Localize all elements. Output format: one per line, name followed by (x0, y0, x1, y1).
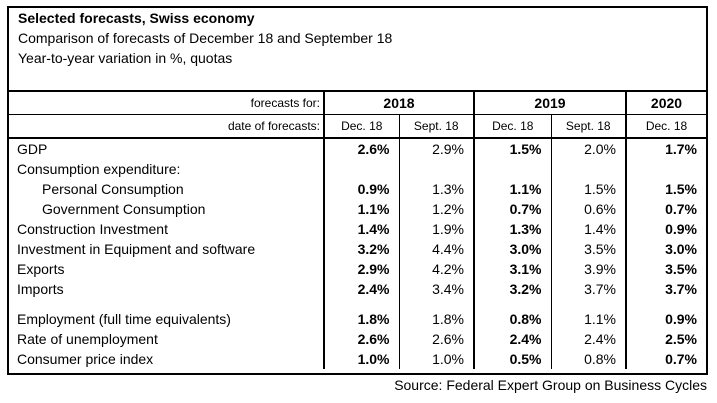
value-cell: 1.4% (550, 219, 626, 239)
value-cell: 0.9% (625, 219, 706, 239)
value-cell: 1.5% (625, 179, 706, 199)
value-cell: 2.6% (323, 137, 399, 159)
value-cell: 3.7% (625, 279, 706, 299)
header-row-dates: date of forecasts: Dec. 18 Sept. 18 Dec.… (9, 114, 706, 138)
table-spacer-row (9, 299, 706, 309)
table-row-personal-consumption: Personal Consumption 0.9% 1.3% 1.1% 1.5%… (9, 179, 706, 199)
value-cell: 1.5% (473, 137, 551, 159)
value-cell: 1.2% (398, 199, 474, 219)
date-header: Dec. 18 (323, 114, 399, 138)
table-row-gdp: GDP 2.6% 2.9% 1.5% 2.0% 1.7% (9, 137, 706, 159)
value-cell: 2.4% (550, 329, 626, 349)
value-cell: 3.2% (323, 239, 399, 259)
value-cell: 2.6% (398, 329, 474, 349)
value-cell: 1.1% (550, 309, 626, 329)
table-row-government-consumption: Government Consumption 1.1% 1.2% 0.7% 0.… (9, 199, 706, 219)
value-cell: 0.9% (323, 179, 399, 199)
forecast-table-frame: Selected forecasts, Swiss economy Compar… (7, 6, 708, 375)
row-label: Consumption expenditure: (17, 161, 181, 177)
value-cell: 0.7% (625, 199, 706, 219)
value-cell: 0.8% (473, 309, 551, 329)
value-cell: 1.0% (323, 349, 399, 369)
value-cell: 2.6% (323, 329, 399, 349)
value-cell: 1.7% (625, 137, 706, 159)
row-label: Government Consumption (42, 201, 206, 217)
value-cell: 3.0% (473, 239, 551, 259)
date-header: Dec. 18 (625, 114, 706, 138)
value-cell: 4.4% (398, 239, 474, 259)
value-cell: 3.5% (625, 259, 706, 279)
row-label: Personal Consumption (42, 181, 184, 197)
forecasts-for-label: forecasts for: (9, 90, 324, 115)
value-cell: 1.0% (398, 349, 474, 369)
value-cell: 0.9% (625, 309, 706, 329)
value-cell: 3.7% (550, 279, 626, 299)
value-cell: 2.0% (550, 137, 626, 159)
value-cell: 1.3% (473, 219, 551, 239)
value-cell: 2.4% (323, 279, 399, 299)
value-cell: 1.5% (550, 179, 626, 199)
row-label: GDP (9, 137, 324, 159)
table-row-investment-equipment: Investment in Equipment and software 3.2… (9, 239, 706, 259)
table-row-employment: Employment (full time equivalents) 1.8% … (9, 309, 706, 329)
value-cell: 3.9% (550, 259, 626, 279)
value-cell: 1.1% (473, 179, 551, 199)
value-cell: 1.4% (323, 219, 399, 239)
row-label: Exports (17, 261, 65, 277)
table-row-unemployment-rate: Rate of unemployment 2.6% 2.6% 2.4% 2.4%… (9, 329, 706, 349)
row-label: Rate of unemployment (17, 331, 158, 347)
row-label: Investment in Equipment and software (17, 241, 256, 257)
value-cell: 4.2% (398, 259, 474, 279)
value-cell: 0.5% (473, 349, 551, 369)
row-label: Employment (full time equivalents) (17, 311, 231, 327)
year-header-2019: 2019 (473, 90, 626, 115)
value-cell: 0.7% (473, 199, 551, 219)
date-of-forecasts-label: date of forecasts: (9, 114, 324, 138)
table-title: Selected forecasts, Swiss economy (18, 10, 255, 26)
value-cell: 3.0% (625, 239, 706, 259)
value-cell: 3.5% (550, 239, 626, 259)
value-cell: 1.8% (323, 309, 399, 329)
value-cell: 1.9% (398, 219, 474, 239)
year-header-2018: 2018 (323, 90, 474, 115)
value-cell: 3.1% (473, 259, 551, 279)
value-cell: 1.1% (323, 199, 399, 219)
value-cell: 2.9% (398, 137, 474, 159)
date-header: Sept. 18 (550, 114, 626, 138)
year-header-2020: 2020 (625, 90, 706, 115)
date-header: Dec. 18 (473, 114, 551, 138)
source-note: Source: Federal Expert Group on Business… (394, 377, 707, 393)
value-cell: 1.8% (398, 309, 474, 329)
forecast-table: forecasts for: 2018 2019 2020 date of fo… (9, 90, 706, 369)
value-cell: 3.2% (473, 279, 551, 299)
row-label: Imports (17, 281, 64, 297)
value-cell: 3.4% (398, 279, 474, 299)
row-label: Consumer price index (17, 351, 154, 367)
table-row-construction-investment: Construction Investment 1.4% 1.9% 1.3% 1… (9, 219, 706, 239)
value-cell: 2.4% (473, 329, 551, 349)
value-cell: 2.9% (323, 259, 399, 279)
header-row-years: forecasts for: 2018 2019 2020 (9, 90, 706, 115)
value-cell: 2.5% (625, 329, 706, 349)
table-unit-note: Year-to-year variation in %, quotas (18, 50, 233, 66)
table-row-consumption-header: Consumption expenditure: (9, 159, 706, 179)
value-cell: 1.3% (398, 179, 474, 199)
value-cell: 0.7% (625, 349, 706, 369)
table-row-exports: Exports 2.9% 4.2% 3.1% 3.9% 3.5% (9, 259, 706, 279)
table-row-imports: Imports 2.4% 3.4% 3.2% 3.7% 3.7% (9, 279, 706, 299)
table-subtitle: Comparison of forecasts of December 18 a… (18, 30, 393, 46)
table-row-cpi: Consumer price index 1.0% 1.0% 0.5% 0.8%… (9, 349, 706, 369)
value-cell: 0.8% (550, 349, 626, 369)
value-cell: 0.6% (550, 199, 626, 219)
row-label: Construction Investment (17, 221, 168, 237)
date-header: Sept. 18 (398, 114, 474, 138)
